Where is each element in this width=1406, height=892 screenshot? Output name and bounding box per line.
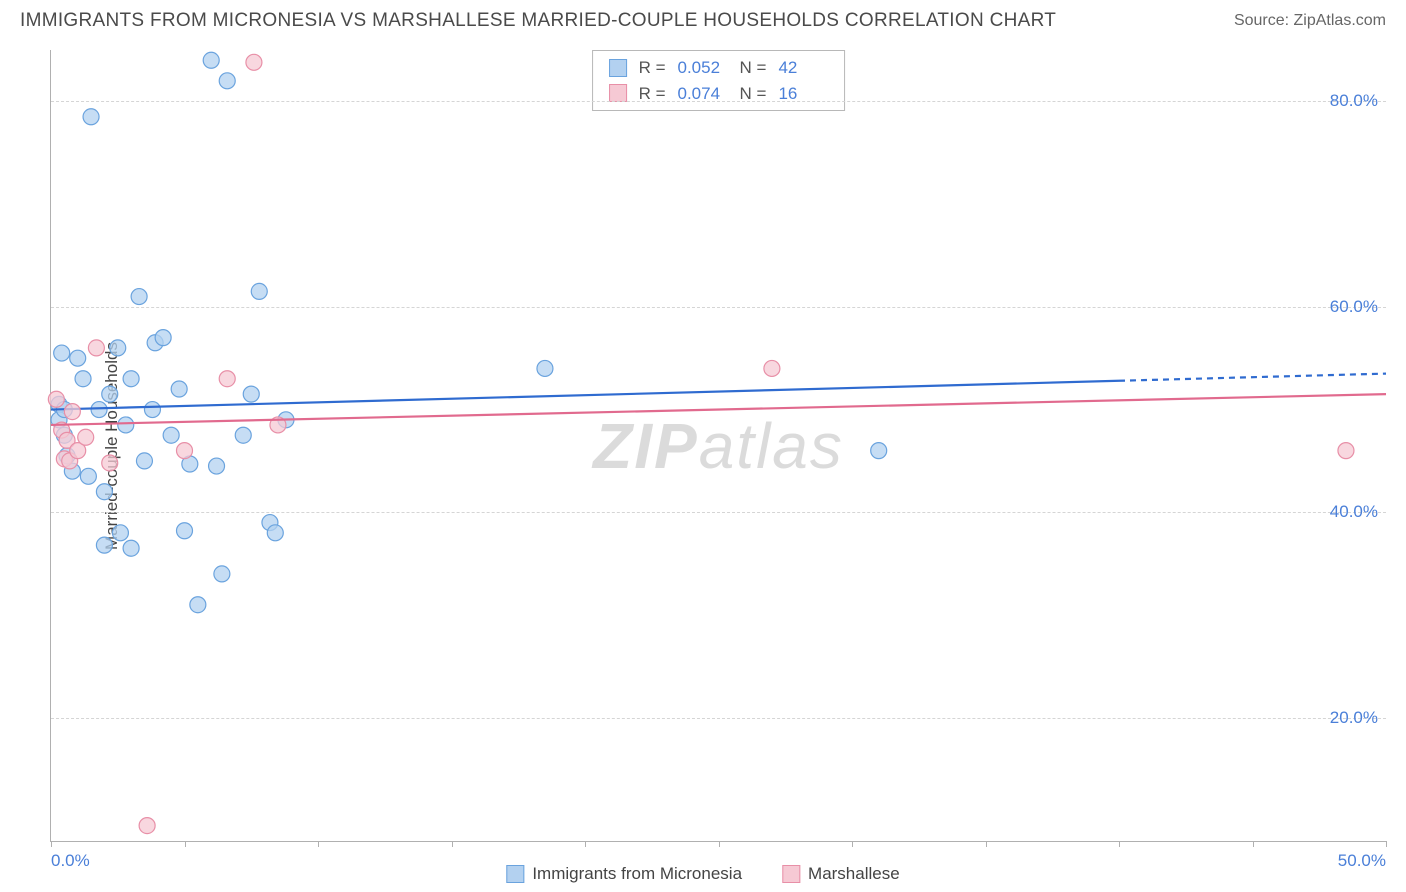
data-point	[1338, 443, 1354, 459]
x-tick-mark	[585, 841, 586, 847]
legend-swatch	[782, 865, 800, 883]
data-point	[136, 453, 152, 469]
x-tick-mark	[1386, 841, 1387, 847]
data-point	[243, 386, 259, 402]
source-label: Source: ZipAtlas.com	[1234, 12, 1386, 30]
legend-item: Marshallese	[782, 864, 900, 884]
data-point	[91, 402, 107, 418]
data-point	[118, 417, 134, 433]
x-tick-mark	[1119, 841, 1120, 847]
legend-swatch	[609, 59, 627, 77]
gridline	[51, 718, 1386, 719]
data-point	[871, 443, 887, 459]
data-point	[144, 402, 160, 418]
series-legend: Immigrants from Micronesia Marshallese	[506, 864, 899, 884]
data-point	[131, 289, 147, 305]
data-point	[123, 540, 139, 556]
data-point	[171, 381, 187, 397]
y-tick-label: 60.0%	[1330, 297, 1378, 317]
gridline	[51, 512, 1386, 513]
data-point	[83, 109, 99, 125]
data-point	[70, 350, 86, 366]
data-point	[78, 429, 94, 445]
data-point	[75, 371, 91, 387]
trend-line	[51, 381, 1119, 410]
data-point	[219, 371, 235, 387]
chart-title: IMMIGRANTS FROM MICRONESIA VS MARSHALLES…	[20, 10, 1056, 32]
legend-label: Marshallese	[808, 864, 900, 884]
data-point	[235, 427, 251, 443]
data-point	[163, 427, 179, 443]
data-point	[102, 455, 118, 471]
y-tick-label: 80.0%	[1330, 91, 1378, 111]
gridline	[51, 307, 1386, 308]
data-point	[110, 340, 126, 356]
legend-label: Immigrants from Micronesia	[532, 864, 742, 884]
header-bar: IMMIGRANTS FROM MICRONESIA VS MARSHALLES…	[0, 0, 1406, 38]
data-point	[246, 54, 262, 70]
data-point	[219, 73, 235, 89]
x-tick-mark	[452, 841, 453, 847]
x-tick-mark	[318, 841, 319, 847]
x-tick-mark	[51, 841, 52, 847]
x-tick-mark	[1253, 841, 1254, 847]
data-point	[123, 371, 139, 387]
data-point	[96, 484, 112, 500]
legend-item: Immigrants from Micronesia	[506, 864, 742, 884]
data-point	[139, 818, 155, 834]
x-tick-mark	[986, 841, 987, 847]
data-point	[537, 360, 553, 376]
data-point	[177, 523, 193, 539]
data-point	[48, 391, 64, 407]
r-label: R =	[639, 55, 666, 81]
x-axis-max-label: 50.0%	[1338, 851, 1386, 871]
data-point	[64, 404, 80, 420]
data-point	[88, 340, 104, 356]
y-tick-label: 40.0%	[1330, 502, 1378, 522]
data-point	[96, 537, 112, 553]
data-point	[102, 386, 118, 402]
data-point	[209, 458, 225, 474]
data-point	[112, 525, 128, 541]
correlation-legend-row: R = 0.052 N = 42	[609, 55, 829, 81]
r-value: 0.052	[678, 55, 728, 81]
data-point	[155, 330, 171, 346]
chart-plot-area: ZIPatlas R =0.052N =42R =0.074N =16 0.0%…	[50, 50, 1386, 842]
x-tick-mark	[719, 841, 720, 847]
x-axis-min-label: 0.0%	[51, 851, 90, 871]
legend-swatch	[506, 865, 524, 883]
n-label: N =	[740, 55, 767, 81]
scatter-plot-svg	[51, 50, 1386, 841]
data-point	[80, 468, 96, 484]
data-point	[764, 360, 780, 376]
data-point	[177, 443, 193, 459]
x-tick-mark	[185, 841, 186, 847]
y-tick-label: 20.0%	[1330, 708, 1378, 728]
x-tick-mark	[852, 841, 853, 847]
trend-line-extrapolated	[1119, 374, 1386, 381]
data-point	[54, 345, 70, 361]
data-point	[251, 283, 267, 299]
data-point	[203, 52, 219, 68]
gridline	[51, 101, 1386, 102]
data-point	[214, 566, 230, 582]
legend-swatch	[609, 84, 627, 102]
n-value: 42	[778, 55, 828, 81]
data-point	[190, 597, 206, 613]
data-point	[267, 525, 283, 541]
